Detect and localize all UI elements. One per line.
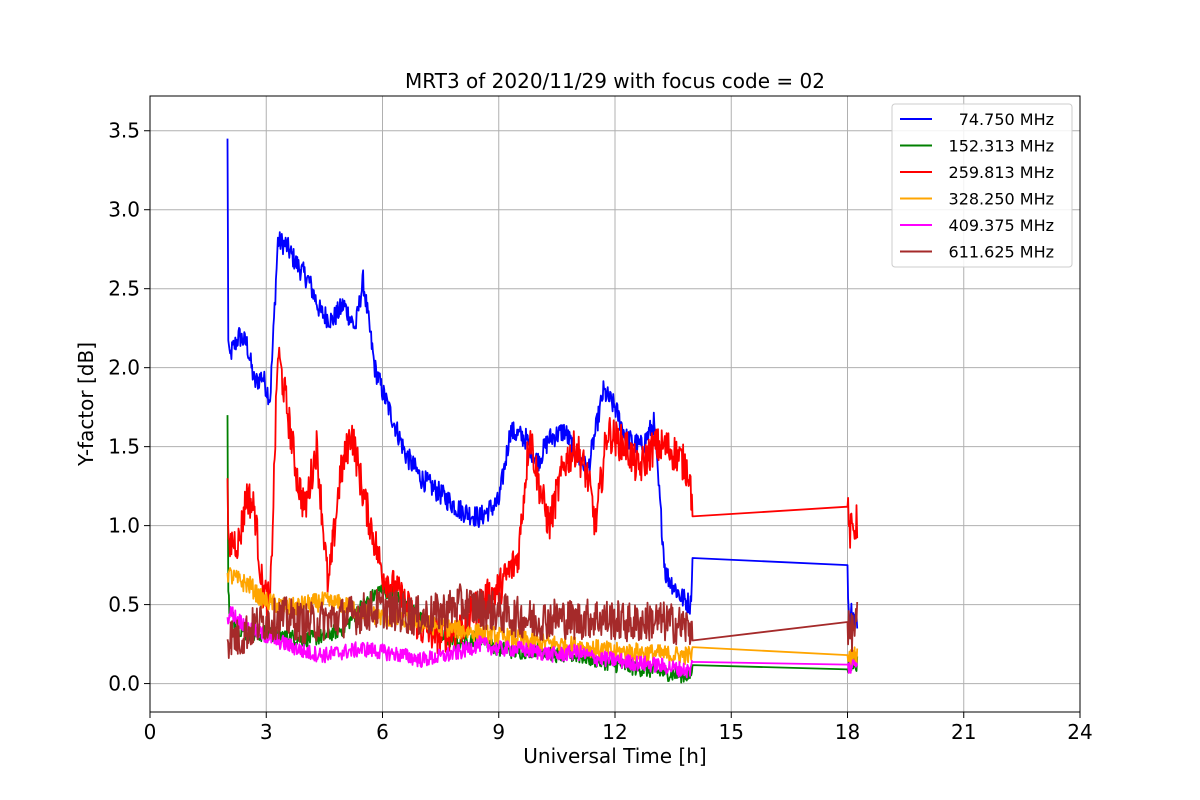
x-tick-label: 12 bbox=[602, 720, 627, 744]
legend-label: 611.625 MHz bbox=[949, 243, 1054, 262]
x-axis-label: Universal Time [h] bbox=[523, 744, 706, 768]
y-tick-label: 2.5 bbox=[108, 277, 140, 301]
x-tick-label: 9 bbox=[492, 720, 505, 744]
x-tick-label: 24 bbox=[1067, 720, 1092, 744]
series-line bbox=[226, 138, 859, 637]
legend-label: 152.313 MHz bbox=[949, 137, 1054, 156]
y-axis-label: Y-factor [dB] bbox=[74, 342, 98, 467]
y-tick-label: 3.5 bbox=[108, 119, 140, 143]
y-tick-label: 3.0 bbox=[108, 198, 140, 222]
series-line bbox=[226, 606, 859, 679]
x-tick-label: 21 bbox=[951, 720, 976, 744]
y-tick-label: 0.0 bbox=[108, 672, 140, 696]
y-tick-label: 1.5 bbox=[108, 435, 140, 459]
x-tick-label: 0 bbox=[144, 720, 157, 744]
series-layer bbox=[226, 138, 859, 684]
legend-label: 409.375 MHz bbox=[949, 216, 1054, 235]
y-tick-label: 1.0 bbox=[108, 514, 140, 538]
legend-label: 259.813 MHz bbox=[949, 163, 1054, 182]
x-tick-label: 3 bbox=[260, 720, 273, 744]
legend-box bbox=[891, 103, 1073, 268]
x-axis: 0 3 6 9 12 15 18 21 24 bbox=[144, 712, 1093, 744]
legend-label: 328.250 MHz bbox=[949, 190, 1054, 209]
y-tick-label: 0.5 bbox=[108, 593, 140, 617]
y-tick-label: 2.0 bbox=[108, 356, 140, 380]
series-line bbox=[226, 583, 859, 659]
x-tick-label: 15 bbox=[719, 720, 744, 744]
y-axis: 0.0 0.5 1.0 1.5 2.0 2.5 3.0 3.5 bbox=[108, 119, 150, 696]
series-line bbox=[226, 567, 859, 667]
legend: 74.750 MHz 152.313 MHz 259.813 MHz 328.250 … bbox=[891, 103, 1073, 268]
x-tick-label: 6 bbox=[376, 720, 389, 744]
legend-label: 74.750 MHz bbox=[959, 110, 1054, 129]
x-tick-label: 18 bbox=[835, 720, 860, 744]
chart-title: MRT3 of 2020/11/29 with focus code = 02 bbox=[405, 69, 825, 93]
